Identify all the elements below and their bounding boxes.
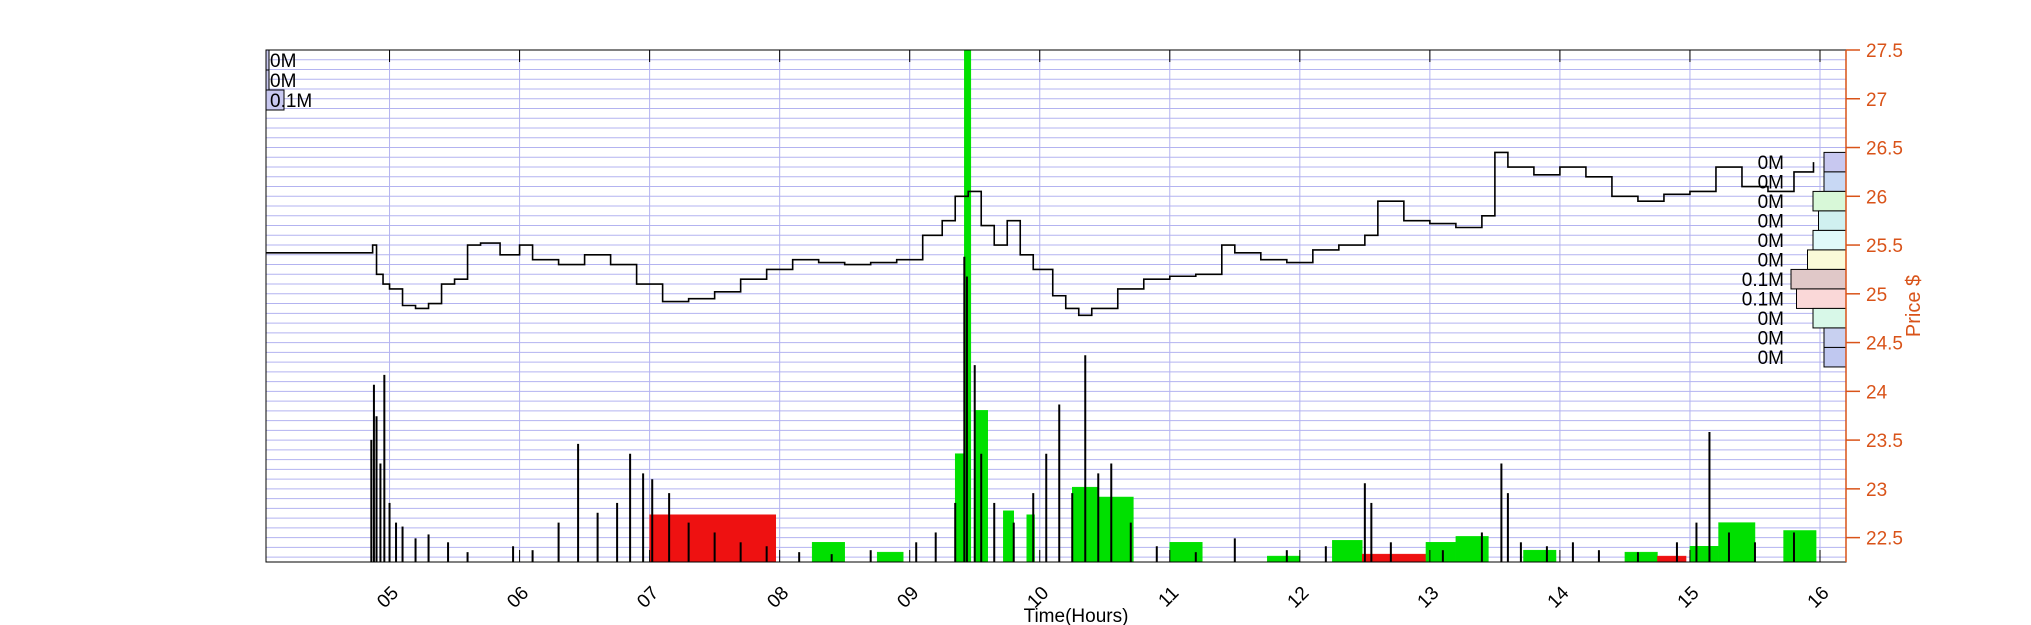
volume-profile-label: 0.1M <box>1742 270 1784 291</box>
y-tick-label: 23 <box>1866 480 1887 501</box>
volume-profile-bar <box>1823 151 1847 173</box>
volume-bar <box>649 514 777 563</box>
x-axis-label: Time(Hours) <box>1024 606 1129 625</box>
volume-profile-bar <box>1818 210 1847 231</box>
volume-bar <box>1267 555 1301 563</box>
x-tick-label: 14 <box>1544 582 1574 612</box>
volume-profile-bar <box>1807 249 1847 270</box>
volume-profile-label: 0.1M <box>1742 290 1784 311</box>
x-tick-label: 08 <box>763 583 793 613</box>
volume-profile-bar <box>1796 288 1847 309</box>
x-tick-label: 06 <box>503 583 533 613</box>
top-left-volume-label: 0M <box>270 71 296 92</box>
x-tick-label: 09 <box>893 583 923 613</box>
y-tick-label: 26 <box>1866 187 1887 208</box>
volume-profile-label: 0M <box>1758 173 1784 194</box>
volume-bar <box>1657 555 1687 563</box>
x-tick-label: 16 <box>1804 583 1834 613</box>
interval-volume-bars <box>649 49 1817 563</box>
volume-bar <box>876 551 904 563</box>
volume-profile-label: 0M <box>1758 212 1784 233</box>
top-left-volume-label: 0.1M <box>270 91 312 112</box>
x-tick-label: 05 <box>373 583 403 613</box>
volume-bar <box>1783 530 1817 563</box>
y-tick-label: 22.5 <box>1866 529 1903 550</box>
volume-profile-label: 0M <box>1758 348 1784 369</box>
volume-profile-bar <box>1812 307 1847 329</box>
chart-grid <box>266 49 1846 562</box>
volume-bar <box>1689 545 1719 563</box>
trade-volume-spikes <box>370 256 1795 562</box>
x-tick-label: 11 <box>1155 583 1184 612</box>
top-left-volume-label: 0M <box>270 51 296 72</box>
volume-bar <box>1455 536 1489 563</box>
volume-bar <box>1003 510 1014 563</box>
volume-profile-bar <box>1812 229 1847 251</box>
volume-profile-label: 0M <box>1758 309 1784 330</box>
volume-profile-bar <box>1790 268 1847 290</box>
y-tick-label: 24 <box>1866 382 1888 403</box>
y-tick-label: 27 <box>1866 90 1887 111</box>
volume-profile-bar <box>1823 171 1847 192</box>
y-tick-label: 24.5 <box>1866 334 1903 355</box>
volume-bar <box>1098 496 1134 563</box>
x-tick-label: 13 <box>1414 583 1444 613</box>
volume-profile-label: 0M <box>1758 231 1784 252</box>
y-tick-label: 27.5 <box>1866 41 1903 62</box>
x-tick-label: 07 <box>633 583 663 613</box>
x-tick-label: 15 <box>1674 583 1704 613</box>
y-axis-label: Price $ <box>1903 275 1925 337</box>
x-tick-label: 12 <box>1284 583 1314 613</box>
y-tick-label: 26.5 <box>1866 139 1903 160</box>
y-tick-label: 23.5 <box>1866 431 1903 452</box>
volume-profile-bar <box>1823 327 1847 348</box>
volume-bar <box>1425 542 1457 563</box>
volume-bar <box>1169 542 1203 563</box>
volume-bar <box>1332 540 1363 563</box>
volume-profile-label: 0M <box>1758 192 1784 213</box>
price-series <box>266 151 1815 317</box>
volume-profile-label: 0M <box>1758 251 1784 272</box>
volume-bar <box>1624 551 1658 563</box>
plot-frame <box>265 49 1847 563</box>
y-tick-label: 25.5 <box>1866 236 1903 257</box>
volume-profile-bar <box>1812 190 1847 212</box>
volume-bar <box>1718 522 1756 563</box>
y-axis-right: 22.5 23 23.5 24 24.5 25 25.5 26 26.5 27 27.5 <box>1845 41 1903 562</box>
y-tick-label: 25 <box>1866 285 1887 306</box>
volume-profile-label: 0M <box>1758 329 1784 350</box>
price-line <box>266 151 1815 317</box>
volume-bar <box>811 542 845 563</box>
volume-bar <box>1523 549 1557 563</box>
volume-profile-label: 0M <box>1758 153 1784 174</box>
volume-profile-bar <box>1823 346 1847 368</box>
